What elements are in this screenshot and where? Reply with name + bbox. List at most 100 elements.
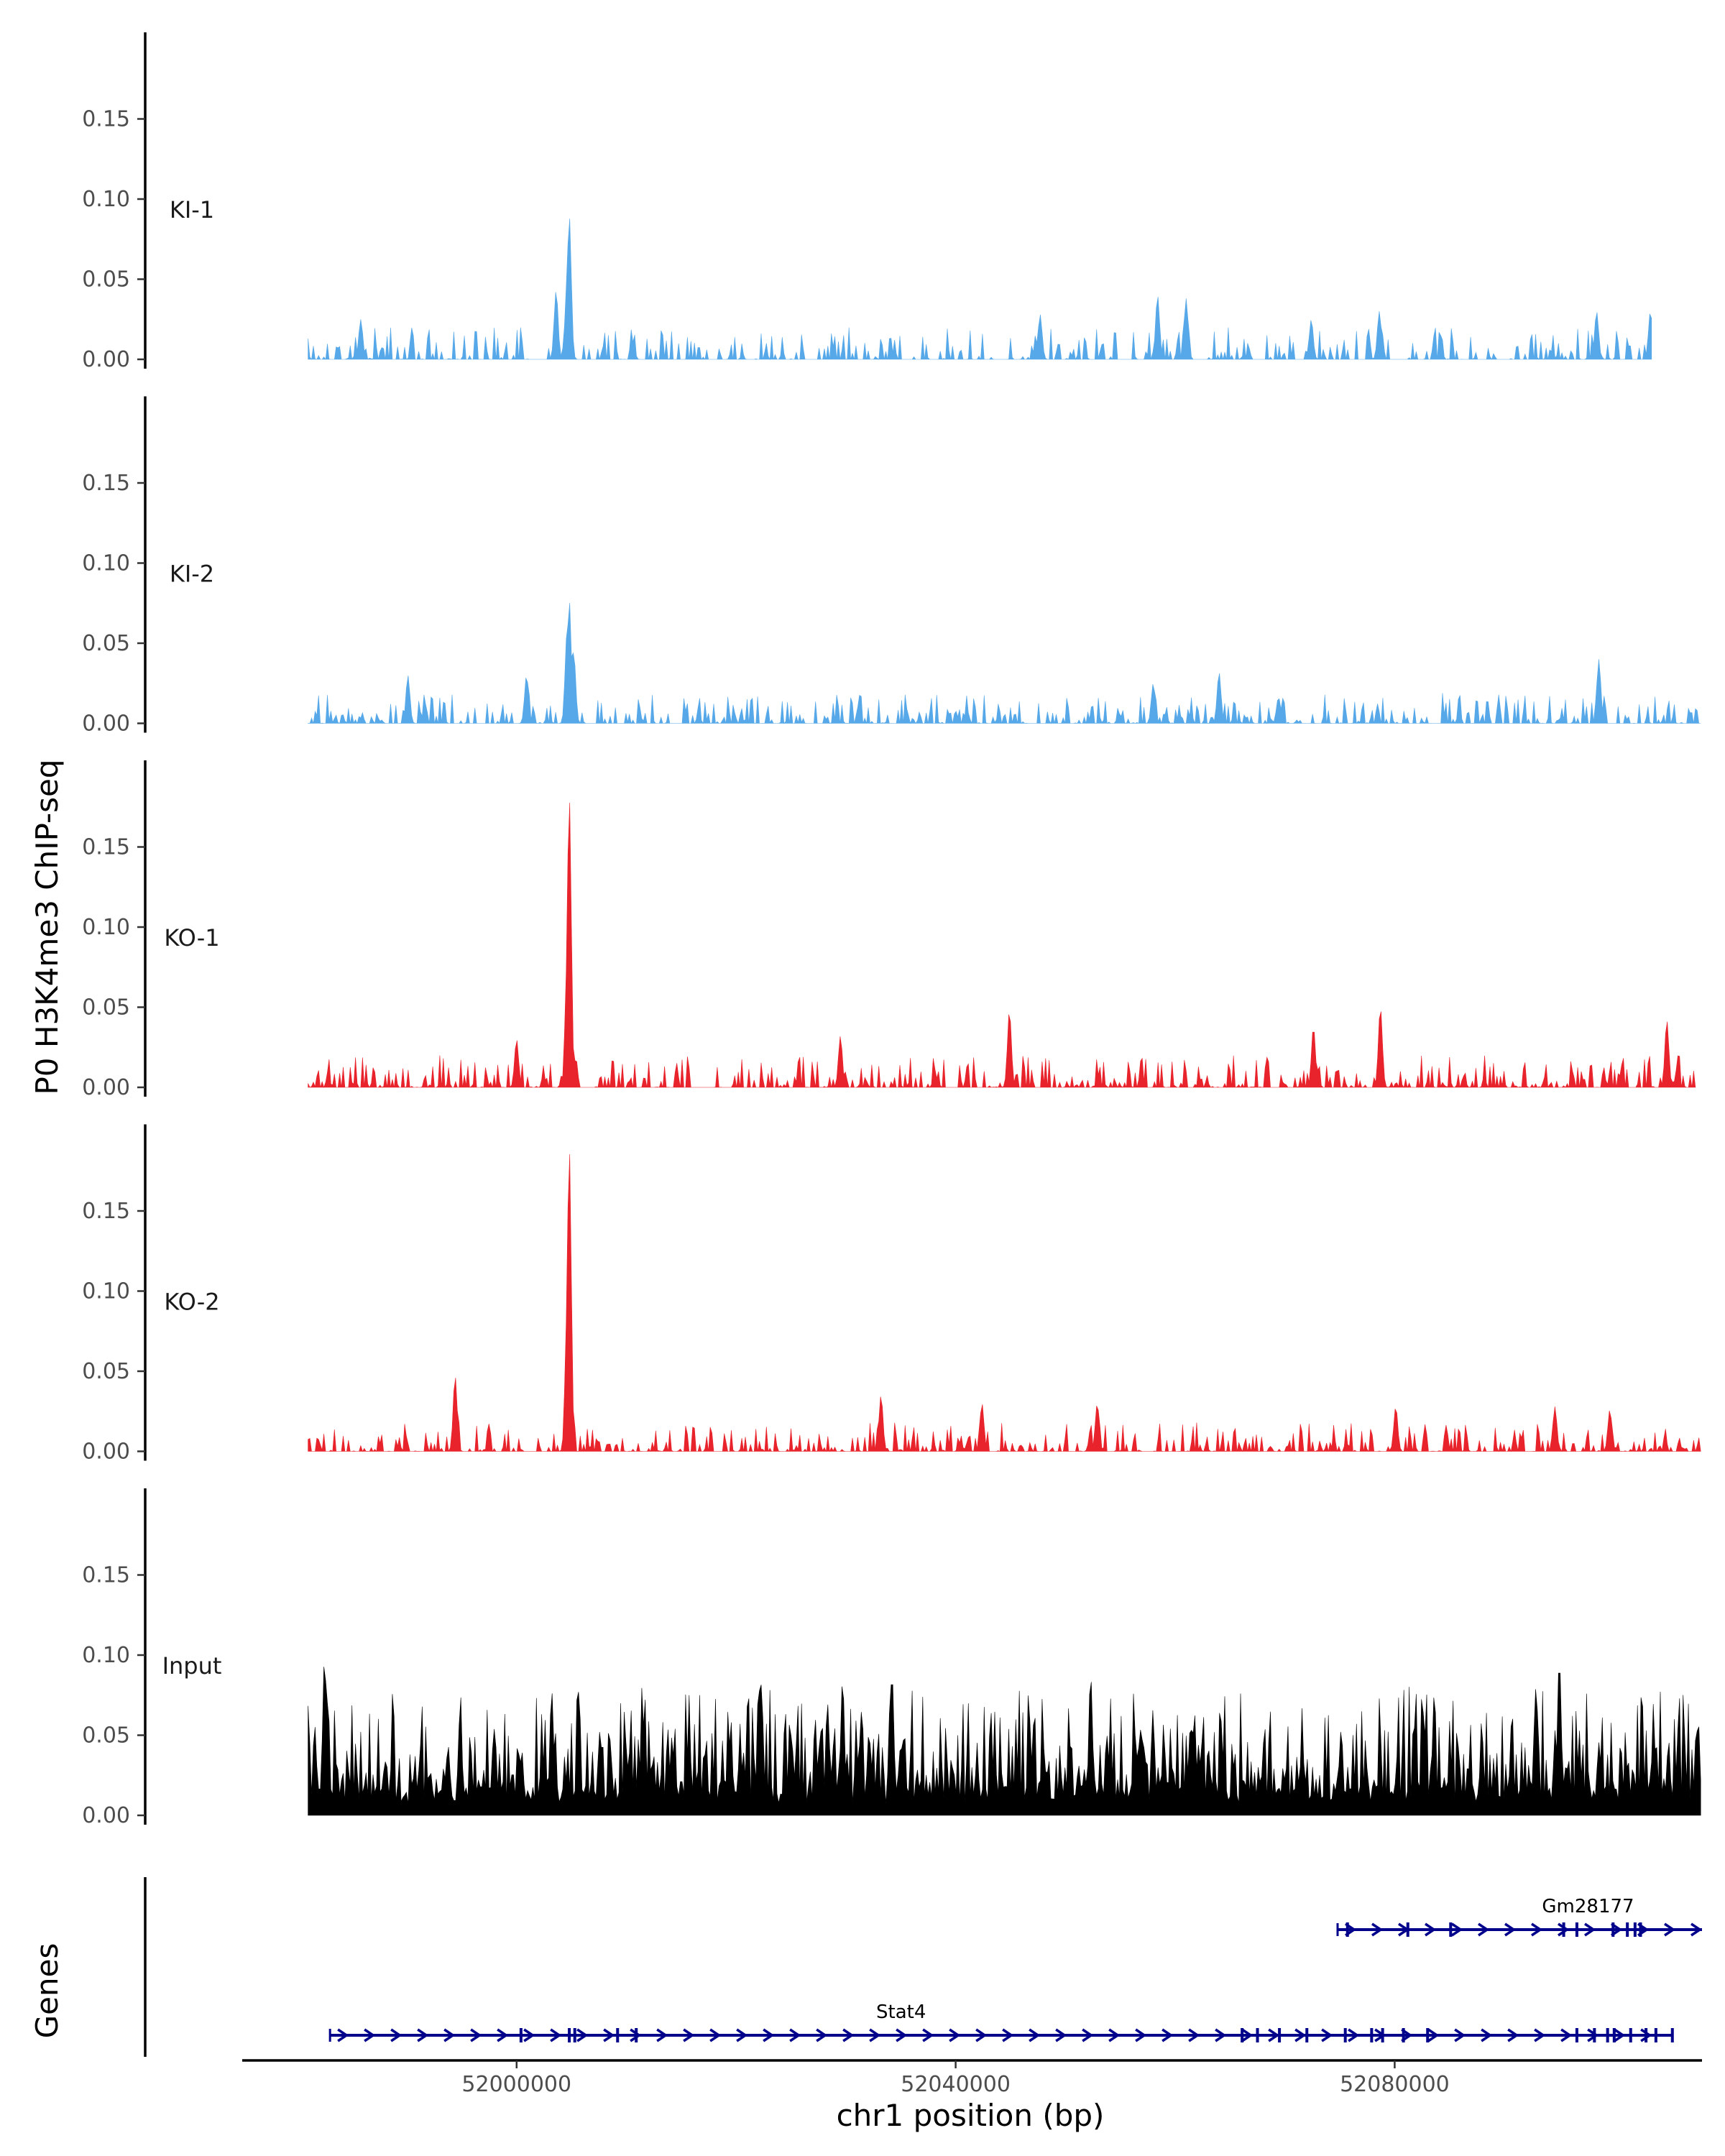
- exon-mark: [1449, 1922, 1453, 1937]
- tracks-layer: 0.00 0.05 0.10 0.15 KI-1 0.00 0.05 0.10 0.15 KI-2…: [82, 32, 1701, 1828]
- strand-arrow: [1451, 1922, 1463, 1937]
- exon-mark: [1654, 2028, 1657, 2042]
- strand-arrow: [736, 2028, 748, 2042]
- gene-gm28177: Gm28177: [1336, 1896, 1703, 1937]
- exon-mark: [1346, 1922, 1349, 1937]
- strand-arrow: [709, 2028, 722, 2042]
- strand-arrow: [1478, 1922, 1490, 1937]
- exon-mark: [1575, 2028, 1578, 2042]
- track-label: KI-1: [170, 196, 214, 224]
- exon-mark: [1629, 2028, 1632, 2042]
- strand-arrow: [1664, 1922, 1676, 1937]
- y-axis-title: P0 H3K4me3 ChIP-seq: [29, 759, 65, 1095]
- y-tick-label: 0.05: [82, 631, 130, 656]
- strand-arrow: [1560, 2028, 1573, 2042]
- strand-arrow: [1055, 2028, 1067, 2042]
- strand-arrow: [1241, 2028, 1254, 2042]
- y-tick-label: 0.10: [82, 1279, 130, 1304]
- strand-arrow: [550, 2028, 562, 2042]
- strand-arrow: [1534, 2028, 1546, 2042]
- y-tick-label: 0.15: [82, 1199, 130, 1224]
- genes-axis-title: Genes: [29, 1943, 65, 2039]
- strand-arrow: [470, 2028, 482, 2042]
- track-ki-2: 0.00 0.05 0.10 0.15 KI-2: [82, 396, 1701, 737]
- exon-mark: [1426, 2028, 1430, 2042]
- strand-arrow: [337, 2028, 349, 2042]
- strand-arrow: [922, 2028, 934, 2042]
- track-ko-2: 0.00 0.05 0.10 0.15 KO-2: [82, 1124, 1701, 1465]
- signal-area: [308, 218, 1652, 361]
- y-tick-label: 0.00: [82, 1075, 130, 1100]
- strand-arrow: [869, 2028, 881, 2042]
- y-tick-label: 0.15: [82, 471, 130, 496]
- strand-arrow: [497, 2028, 509, 2042]
- strand-arrow: [1507, 2028, 1519, 2042]
- strand-arrow: [949, 2028, 961, 2042]
- y-tick-label: 0.15: [82, 107, 130, 132]
- exon-mark: [1575, 1922, 1578, 1937]
- exon-mark: [1256, 2028, 1259, 2042]
- y-tick-label: 0.05: [82, 1723, 130, 1749]
- exon-mark: [1611, 1922, 1615, 1937]
- track-label: Input: [162, 1652, 222, 1680]
- strand-arrow: [364, 2028, 376, 2042]
- exon-mark: [635, 2028, 638, 2042]
- strand-arrow: [975, 2028, 988, 2042]
- exon-mark: [568, 2028, 571, 2042]
- strand-arrow: [1162, 2028, 1174, 2042]
- exon-mark: [1612, 2028, 1616, 2042]
- exon-mark: [1406, 1922, 1409, 1937]
- track-label: KO-1: [164, 924, 219, 952]
- gene-stat4: Stat4: [328, 2001, 1674, 2042]
- signal-area: [308, 1667, 1701, 1816]
- genes-layer: Gm28177 Stat4: [144, 1877, 1703, 2057]
- track-input: 0.00 0.05 0.10 0.15 Input: [82, 1488, 1701, 1828]
- y-tick-label: 0.10: [82, 1643, 130, 1668]
- exon-mark: [1370, 2028, 1374, 2042]
- strand-arrow: [1215, 2028, 1227, 2042]
- exon-mark: [1626, 1922, 1629, 1937]
- strand-arrow: [1454, 2028, 1466, 2042]
- strand-arrow: [789, 2028, 801, 2042]
- strand-arrow: [523, 2028, 535, 2042]
- exon-mark: [1305, 2028, 1309, 2042]
- strand-arrow: [1427, 2028, 1440, 2042]
- y-tick-label: 0.10: [82, 187, 130, 212]
- y-tick-label: 0.05: [82, 267, 130, 292]
- exon-mark: [1562, 1922, 1565, 1937]
- strand-arrow: [1531, 1922, 1543, 1937]
- y-tick-label: 0.00: [82, 1803, 130, 1828]
- strand-arrow: [390, 2028, 402, 2042]
- signal-area: [308, 602, 1701, 724]
- strand-arrow: [1504, 1922, 1517, 1937]
- exon-mark: [573, 2028, 576, 2042]
- strand-arrow: [1584, 1922, 1596, 1937]
- strand-arrow: [1188, 2028, 1200, 2042]
- strand-arrow: [443, 2028, 456, 2042]
- signal-area: [308, 1154, 1701, 1452]
- strand-arrow: [1640, 2028, 1652, 2042]
- strand-arrow: [1268, 2028, 1280, 2042]
- x-axis: 52000000 52040000 52080000: [242, 2059, 1702, 2097]
- y-tick-label: 0.00: [82, 711, 130, 737]
- strand-arrow: [1558, 1922, 1570, 1937]
- exon-mark: [1381, 2028, 1384, 2042]
- exon-mark: [1644, 2028, 1648, 2042]
- strand-arrow: [816, 2028, 828, 2042]
- strand-arrow: [763, 2028, 775, 2042]
- y-tick-label: 0.05: [82, 995, 130, 1021]
- exon-mark: [1606, 2028, 1609, 2042]
- y-tick-label: 0.15: [82, 1563, 130, 1588]
- strand-arrow: [1481, 2028, 1493, 2042]
- exon-mark: [1343, 2028, 1347, 2042]
- y-tick-label: 0.05: [82, 1359, 130, 1384]
- x-tick-label: 52000000: [461, 2072, 571, 2097]
- x-axis-title: chr1 position (bp): [837, 2098, 1105, 2133]
- signal-area: [308, 802, 1696, 1089]
- y-tick-label: 0.00: [82, 1439, 130, 1465]
- track-label: KO-2: [164, 1289, 219, 1316]
- strand-arrow: [1614, 2028, 1626, 2042]
- track-label: KI-2: [170, 561, 214, 588]
- x-tick-label: 52040000: [901, 2072, 1011, 2097]
- strand-arrow: [683, 2028, 695, 2042]
